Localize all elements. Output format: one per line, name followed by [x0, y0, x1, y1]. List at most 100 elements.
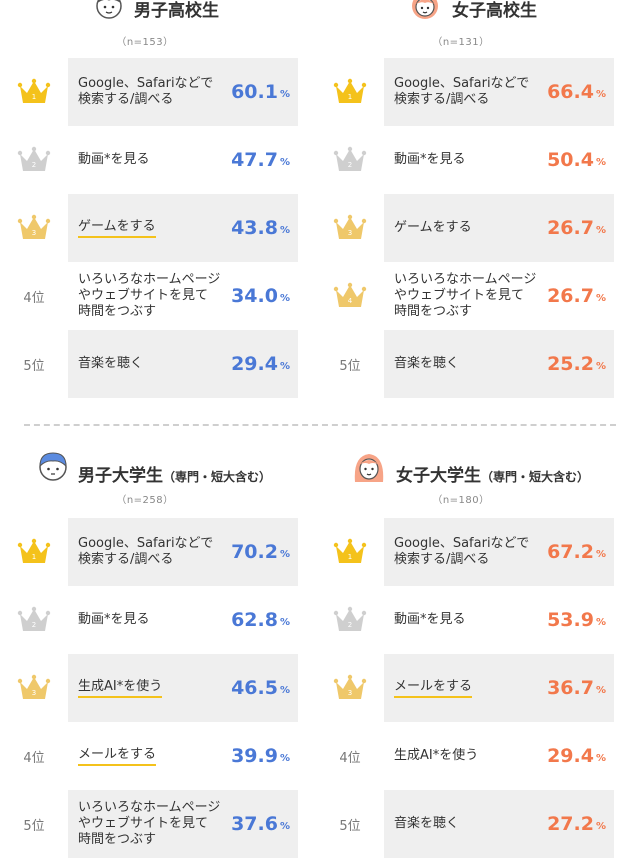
percentage: 25.2%: [534, 330, 614, 398]
panel-header: 女子大学生（専門・短大含む）: [316, 452, 606, 486]
percentage: 62.8%: [218, 586, 298, 654]
crown-icon: 2: [333, 146, 367, 171]
table-row: 1 Google、Safariなどで 検索する/調べる 60.1%: [0, 58, 298, 126]
panel-female-high-school: 女子高校生 （n=131） 1 Google、Safariなどで 検索する/調べる…: [316, 0, 614, 420]
row-cell: 生成AI*を使う 46.5%: [68, 654, 298, 722]
percentage: 46.5%: [218, 654, 298, 722]
rank-cell: 4位: [0, 722, 68, 790]
row-cell: Google、Safariなどで 検索する/調べる 70.2%: [68, 518, 298, 586]
activity-label: いろいろなホームページ やウェブサイトを見て 時間をつぶす: [78, 262, 238, 330]
activity-text: Google、Safariなどで 検索する/調べる: [78, 76, 214, 107]
unit-label: %: [595, 89, 606, 100]
value-label: 36.7: [547, 677, 594, 699]
value-label: 46.5: [231, 677, 278, 699]
unit-label: %: [595, 361, 606, 372]
unit-label: %: [279, 685, 290, 696]
activity-label: メールをする: [78, 722, 238, 790]
rank-cell: 2: [316, 586, 384, 654]
activity-text: いろいろなホームページ やウェブサイトを見て 時間をつぶす: [394, 272, 537, 319]
value-label: 66.4: [547, 81, 594, 103]
value-label: 37.6: [231, 813, 278, 835]
activity-text: 音楽を聴く: [78, 356, 144, 371]
rank-cell: 5位: [0, 330, 68, 398]
table-row: 1 Google、Safariなどで 検索する/調べる 70.2%: [0, 518, 298, 586]
panel-subtitle: （専門・短大含む）: [163, 470, 272, 484]
row-cell: 動画*を見る 47.7%: [68, 126, 298, 194]
percentage: 29.4%: [218, 330, 298, 398]
panel-title: 男子高校生: [134, 1, 219, 21]
value-label: 47.7: [231, 149, 278, 171]
activity-text: 動画*を見る: [78, 152, 150, 167]
activity-text: Google、Safariなどで 検索する/調べる: [394, 76, 530, 107]
rank-cell: 1: [0, 58, 68, 126]
activity-label: 生成AI*を使う: [394, 722, 554, 790]
activity-label: 音楽を聴く: [394, 330, 554, 398]
percentage: 53.9%: [534, 586, 614, 654]
boy-face-icon: [96, 0, 122, 19]
young-woman-face-icon: [354, 454, 384, 482]
table-row: 4位 いろいろなホームページ やウェブサイトを見て 時間をつぶす 34.0%: [0, 262, 290, 330]
row-cell: 音楽を聴く 29.4%: [68, 330, 298, 398]
unit-label: %: [595, 549, 606, 560]
sample-size: （n=131）: [432, 37, 490, 48]
activity-text: いろいろなホームページ やウェブサイトを見て 時間をつぶす: [78, 800, 221, 847]
rank-cell: 2: [0, 126, 68, 194]
activity-label: メールをする: [394, 654, 554, 722]
unit-label: %: [595, 617, 606, 628]
percentage: 66.4%: [534, 58, 614, 126]
unit-label: %: [595, 293, 606, 304]
svg-text:1: 1: [348, 93, 352, 101]
svg-text:3: 3: [32, 689, 36, 697]
svg-text:1: 1: [348, 553, 352, 561]
crown-icon: 3: [333, 214, 367, 239]
panel-female-university: 女子大学生（専門・短大含む） （n=180） 1 Google、Safariなどで…: [316, 450, 614, 858]
activity-text: Google、Safariなどで 検索する/調べる: [78, 536, 214, 567]
svg-text:2: 2: [348, 161, 352, 169]
unit-label: %: [279, 617, 290, 628]
activity-label: Google、Safariなどで 検索する/調べる: [394, 58, 554, 126]
unit-label: %: [279, 89, 290, 100]
value-label: 29.4: [547, 745, 594, 767]
unit-label: %: [595, 753, 606, 764]
activity-text: 動画*を見る: [394, 612, 466, 627]
percentage: 60.1%: [218, 58, 298, 126]
activity-text: 生成AI*を使う: [394, 748, 479, 763]
activity-text: メールをする: [394, 679, 473, 698]
panel-male-university: 男子大学生（専門・短大含む） （n=258） 1 Google、Safariなどで…: [0, 450, 298, 858]
panel-header: 男子大学生（専門・短大含む）: [0, 452, 290, 486]
unit-label: %: [279, 225, 290, 236]
crown-icon: 2: [17, 606, 51, 631]
crown-icon: 1: [333, 78, 367, 103]
panel-title: 男子大学生（専門・短大含む）: [78, 466, 272, 486]
rank-label: 4位: [23, 290, 45, 306]
row-cell: 動画*を見る 53.9%: [384, 586, 614, 654]
table-row: 3 メールをする 36.7%: [316, 654, 614, 722]
table-row: 5位 いろいろなホームページ やウェブサイトを見て 時間をつぶす 37.6%: [0, 790, 298, 858]
row-cell: Google、Safariなどで 検索する/調べる 67.2%: [384, 518, 614, 586]
percentage: 67.2%: [534, 518, 614, 586]
percentage: 39.9%: [218, 722, 298, 790]
row-cell: 音楽を聴く 25.2%: [384, 330, 614, 398]
value-label: 70.2: [231, 541, 278, 563]
unit-label: %: [279, 549, 290, 560]
rank-cell: 3: [316, 194, 384, 262]
svg-text:3: 3: [348, 689, 352, 697]
activity-text: ゲームをする: [394, 220, 472, 235]
activity-label: ゲームをする: [394, 194, 554, 262]
unit-label: %: [279, 361, 290, 372]
activity-text: 動画*を見る: [78, 612, 150, 627]
row-cell: Google、Safariなどで 検索する/調べる 66.4%: [384, 58, 614, 126]
svg-text:2: 2: [32, 621, 36, 629]
row-cell: 音楽を聴く 27.2%: [384, 790, 614, 858]
activity-label: 音楽を聴く: [394, 790, 554, 858]
row-cell: Google、Safariなどで 検索する/調べる 60.1%: [68, 58, 298, 126]
row-cell: いろいろなホームページ やウェブサイトを見て 時間をつぶす 37.6%: [68, 790, 298, 858]
crown-icon: 1: [17, 78, 51, 103]
rank-cell: 4位: [0, 262, 68, 330]
table-row: 4位 生成AI*を使う 29.4%: [316, 722, 606, 790]
value-label: 26.7: [547, 285, 594, 307]
rank-cell: 1: [0, 518, 68, 586]
svg-text:2: 2: [348, 621, 352, 629]
rank-cell: 5位: [0, 790, 68, 858]
activity-text: ゲームをする: [78, 219, 156, 238]
